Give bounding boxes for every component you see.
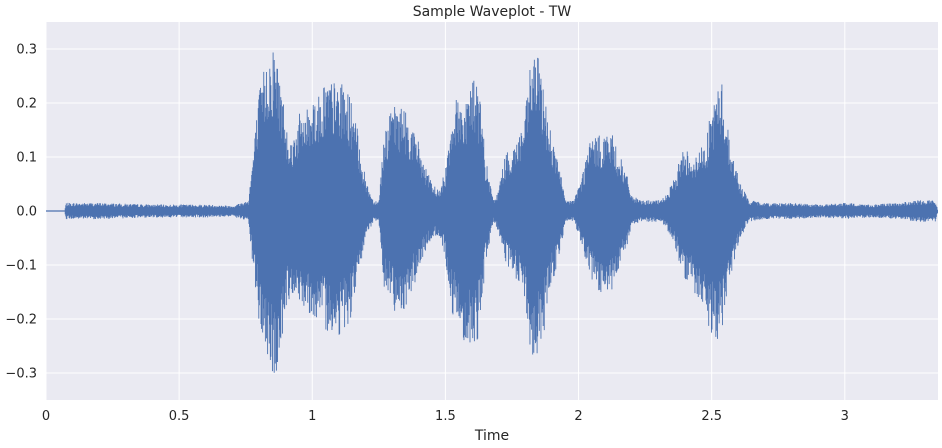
y-tick-label: −0.2 <box>5 313 37 328</box>
y-tick-label: −0.1 <box>5 259 37 274</box>
y-tick-label: 0.2 <box>16 97 37 112</box>
y-tick-label: −0.3 <box>5 367 37 382</box>
x-tick-label: 3 <box>841 409 849 424</box>
x-tick-label: 1.5 <box>435 409 456 424</box>
waveform <box>46 52 938 373</box>
waveform-trace <box>64 52 938 373</box>
x-tick-label: 0.5 <box>169 409 190 424</box>
x-tick-label: 1 <box>308 409 316 424</box>
x-tick-label: 0 <box>42 409 50 424</box>
x-axis-label: Time <box>474 428 509 444</box>
x-tick-label: 2.5 <box>701 409 722 424</box>
y-tick-label: 0.1 <box>16 151 37 166</box>
x-axis-ticks: 0 0.5 1 1.5 2 2.5 3 <box>42 409 849 424</box>
y-tick-label: 0.3 <box>16 43 37 58</box>
chart-title: Sample Waveplot - TW <box>413 4 572 20</box>
y-tick-label: 0.0 <box>16 205 37 220</box>
y-axis-ticks: −0.3 −0.2 −0.1 0.0 0.1 0.2 0.3 <box>5 43 37 382</box>
x-tick-label: 2 <box>574 409 582 424</box>
